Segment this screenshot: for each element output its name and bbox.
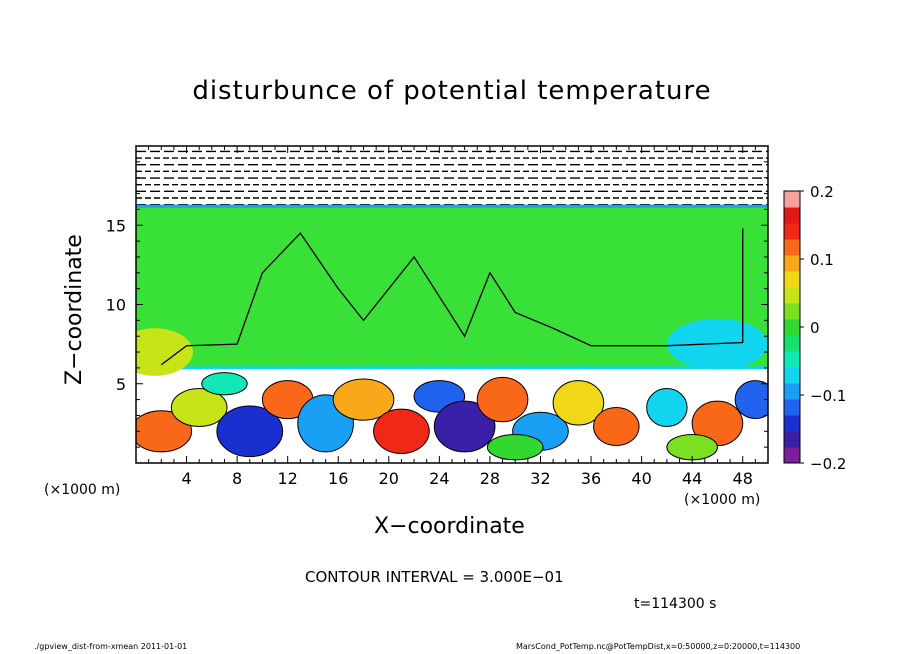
colorbar-tick-label: 0	[810, 319, 820, 337]
field-blob	[136, 410, 193, 453]
colorbar-tick-label: 0.2	[810, 183, 834, 201]
colorbar-segment	[784, 319, 800, 336]
x-tick-label: 16	[328, 469, 348, 488]
colorbar-segment	[784, 303, 800, 320]
upper-band	[136, 146, 768, 207]
footer-right-text: MarsCond_PotTemp.nc@PotTempDist,x=0:5000…	[516, 642, 801, 651]
contour-interval-text: CONTOUR INTERVAL = 3.000E−01	[305, 568, 564, 586]
field-blob	[201, 372, 248, 396]
colorbar-tick-label: 0.1	[810, 251, 834, 269]
colorbar-segment	[784, 207, 800, 224]
x-tick-label: 40	[631, 469, 651, 488]
colorbar-segment	[784, 287, 800, 304]
y-tick-label: 15	[106, 216, 126, 235]
colorbar-segment	[784, 271, 800, 288]
colorbar-segment	[784, 335, 800, 352]
colorbar-segment	[784, 239, 800, 256]
field-blob	[593, 407, 640, 447]
field-blob	[433, 400, 496, 453]
x-tick-label: 36	[581, 469, 601, 488]
field-blob	[332, 378, 395, 421]
chart-title: disturbunce of potential temperature	[192, 76, 712, 106]
colorbar: 0.2 0.1 0 −0.1 −0.2	[783, 183, 846, 473]
temperature-field	[136, 146, 768, 463]
x-tick-label: 44	[682, 469, 702, 488]
colorbar-segment	[784, 399, 800, 416]
colorbar-tick-label: −0.2	[810, 455, 846, 473]
colorbar-segment	[784, 351, 800, 368]
field-blob	[734, 380, 768, 420]
zero-contour	[160, 228, 744, 366]
x-axis: 4 8 12 16 20 24 28 32 36 40 44 48	[148, 146, 756, 488]
field-blob	[476, 376, 529, 423]
y-axis: 5 10 15	[106, 161, 768, 448]
x-axis-label: X−coordinate	[374, 514, 525, 539]
x-unit-label-left: (×1000 m)	[44, 482, 121, 498]
field-blob	[552, 380, 605, 426]
field-blob	[170, 388, 228, 428]
field-blob	[486, 433, 544, 461]
field-blob	[373, 408, 430, 454]
time-annotation: t=114300 s	[634, 596, 717, 612]
x-tick-label: 20	[379, 469, 399, 488]
y-tick-label: 10	[106, 296, 126, 315]
colorbar-segment	[784, 431, 800, 448]
x-tick-label: 8	[232, 469, 242, 488]
x-tick-label: 32	[530, 469, 550, 488]
y-tick-label: 5	[116, 375, 126, 394]
warm-patch	[136, 328, 193, 376]
x-tick-label: 28	[480, 469, 500, 488]
upper-band-edge	[136, 204, 768, 208]
colorbar-tick-label: −0.1	[810, 387, 846, 405]
colorbar-segment	[784, 415, 800, 432]
x-tick-label: 4	[181, 469, 191, 488]
colorbar-segment	[784, 191, 800, 208]
x-unit-label-right: (×1000 m)	[684, 492, 761, 508]
x-tick-label: 12	[278, 469, 298, 488]
field-blob	[216, 405, 284, 458]
colorbar-segment	[784, 447, 800, 464]
colorbar-segment	[784, 367, 800, 384]
colorbar-segment	[784, 255, 800, 272]
field-blob	[646, 388, 688, 428]
colorbar-segment	[784, 223, 800, 240]
lower-band-edge	[136, 366, 768, 370]
colorbar-segment	[784, 383, 800, 400]
footer-left-text: ./gpview_dist-from-xmean 2011-01-01	[34, 642, 188, 651]
x-tick-label: 24	[429, 469, 449, 488]
x-tick-label: 48	[733, 469, 753, 488]
